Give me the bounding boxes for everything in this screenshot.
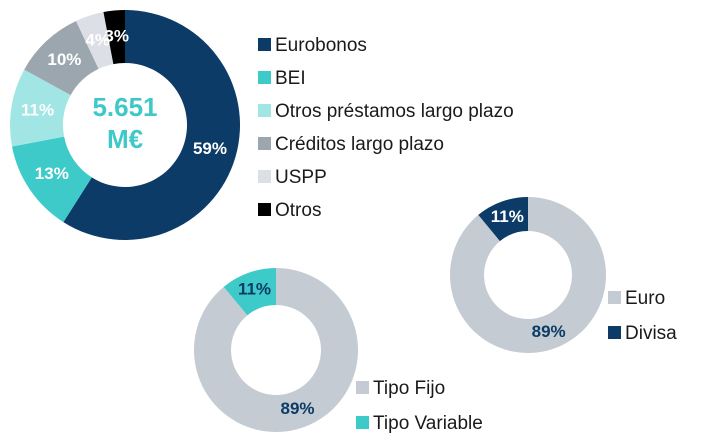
legend-swatch (258, 137, 271, 150)
legend-swatch (258, 203, 271, 216)
legend-label: Divisa (625, 323, 677, 344)
slice-label: 4% (85, 30, 110, 49)
slice-label: 11% (21, 101, 54, 120)
legend-label: Euro (625, 288, 665, 309)
legend-swatch (608, 326, 621, 339)
legend-label: USPP (275, 167, 327, 188)
slice-label: 59% (193, 139, 227, 158)
legend-label: BEI (275, 68, 306, 89)
legend-swatch (356, 381, 369, 394)
legend-swatch (356, 416, 369, 429)
center-label: 5.651 (92, 92, 157, 122)
center-label: M€ (107, 124, 143, 154)
donut-slice (76, 12, 114, 69)
slice-label: 11% (238, 280, 271, 299)
slice-label: 10% (47, 50, 81, 69)
slice-label: 11% (491, 207, 524, 226)
donut-slice (450, 197, 607, 353)
slice-label: 3% (104, 26, 129, 45)
donut-slice (12, 136, 92, 223)
legend-swatch (258, 71, 271, 84)
legend-swatch (608, 291, 621, 304)
legend-label: Tipo Fijo (373, 378, 445, 399)
donut-slice (223, 268, 276, 316)
slice-label: 13% (35, 164, 69, 183)
legend-label: Otros (275, 200, 321, 221)
donut-slice (24, 20, 99, 96)
legend-label: Otros préstamos largo plazo (275, 101, 514, 122)
legend-label: Eurobonos (275, 35, 367, 56)
legend-swatch (258, 38, 271, 51)
donut-slice (10, 69, 71, 147)
slice-label: 89% (532, 322, 566, 341)
donut-slice (478, 197, 528, 242)
legend-label: Créditos largo plazo (275, 134, 444, 155)
legend-swatch (258, 170, 271, 183)
donut-slice (63, 10, 241, 240)
slice-label: 89% (280, 399, 314, 418)
legend-label: Tipo Variable (373, 413, 483, 434)
donut-slice (103, 10, 125, 65)
donut-slice (193, 268, 358, 432)
legend-swatch (258, 104, 271, 117)
